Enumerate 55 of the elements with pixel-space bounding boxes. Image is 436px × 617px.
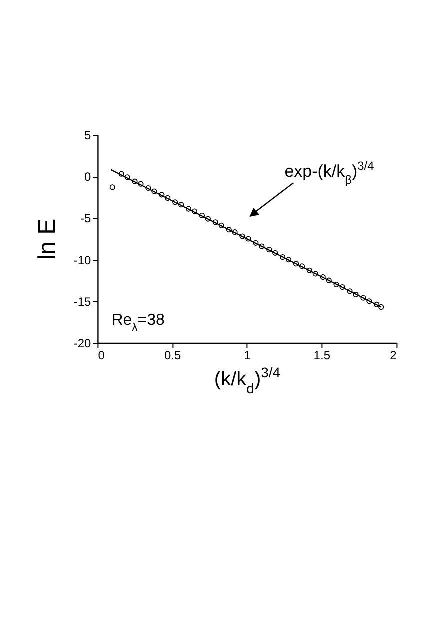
point: [299, 264, 306, 270]
point: [205, 216, 211, 222]
point: [232, 230, 238, 236]
point: [146, 185, 152, 192]
point: [240, 234, 246, 240]
point: [212, 220, 218, 226]
point: [374, 302, 380, 308]
point: [138, 181, 144, 187]
y-tick-label: 0: [84, 170, 92, 184]
point: [312, 271, 318, 277]
x-tick-label: 1: [244, 348, 252, 362]
point: [218, 222, 224, 228]
point: [124, 174, 130, 180]
y-tick-label: -10: [74, 253, 92, 268]
annotation: exp-(k/k$_{β}$)$^{3/4}$: [284, 159, 375, 187]
point: [306, 268, 312, 274]
point: [186, 206, 192, 212]
point: [152, 188, 158, 194]
point: [293, 261, 300, 267]
point: [226, 227, 232, 233]
point: [347, 288, 353, 294]
x-axis-title: (k/k$_{d}$)$^{3/4}$: [214, 364, 281, 396]
point: [165, 195, 171, 202]
point: [340, 284, 346, 290]
y-tick-label: -20: [74, 336, 92, 350]
point: [110, 184, 116, 190]
point: [118, 171, 124, 177]
point: [266, 247, 272, 253]
y-tick-label: 5: [84, 128, 92, 142]
point: [192, 208, 198, 214]
point: [272, 250, 278, 256]
x-tick-label: 2: [390, 348, 398, 362]
point: [334, 282, 340, 288]
point: [159, 192, 165, 198]
point: [326, 278, 332, 284]
point: [199, 212, 206, 218]
point: [360, 295, 366, 301]
point: [280, 254, 286, 260]
point: [286, 257, 292, 263]
point: [320, 274, 326, 280]
annotation: Re$_{λ}$=38: [112, 312, 165, 334]
point: [132, 178, 138, 184]
point: [353, 292, 359, 298]
y-tick-label: -5: [80, 212, 92, 226]
point: [172, 200, 178, 206]
point: [178, 202, 184, 208]
x-tick-label: 0.5: [164, 348, 182, 362]
x-tick-label: 0: [98, 348, 106, 362]
point: [246, 236, 252, 242]
x-tick-label: 1.5: [314, 348, 331, 362]
y-axis-title: ln E: [34, 218, 61, 260]
point: [259, 244, 265, 250]
point: [253, 240, 259, 246]
y-tick-label: -15: [74, 294, 92, 309]
point: [366, 298, 372, 304]
